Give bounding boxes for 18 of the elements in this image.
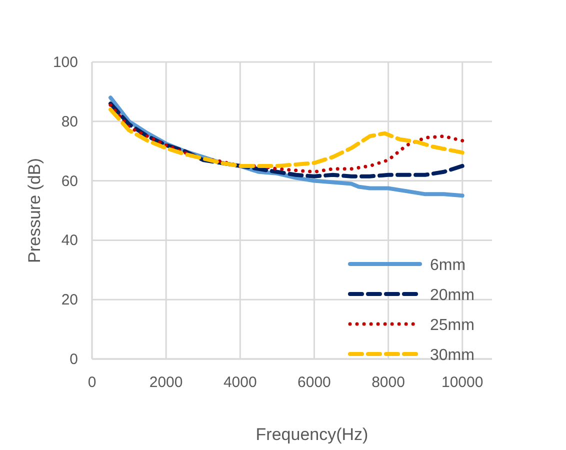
x-tick-label: 0	[88, 374, 96, 391]
legend-label: 30mm	[430, 347, 474, 364]
y-tick-label: 0	[70, 351, 78, 368]
y-tick-label: 60	[61, 172, 78, 190]
x-tick-label: 2000	[149, 374, 183, 391]
legend-label: 6mm	[430, 257, 466, 274]
legend-label: 20mm	[430, 287, 474, 304]
x-axis-title: Frequency(Hz)	[256, 425, 368, 444]
y-tick-label: 40	[61, 232, 78, 250]
x-tick-label: 4000	[223, 374, 257, 391]
y-tick-label: 20	[61, 292, 78, 309]
x-tick-label: 10000	[442, 374, 484, 391]
y-tick-label: 80	[61, 113, 78, 130]
x-tick-label: 8000	[372, 374, 405, 391]
y-tick-label: 100	[52, 54, 78, 71]
x-tick-label: 6000	[298, 374, 331, 391]
legend-label: 25mm	[430, 317, 474, 334]
y-axis-title: Pressure (dB)	[25, 158, 44, 263]
